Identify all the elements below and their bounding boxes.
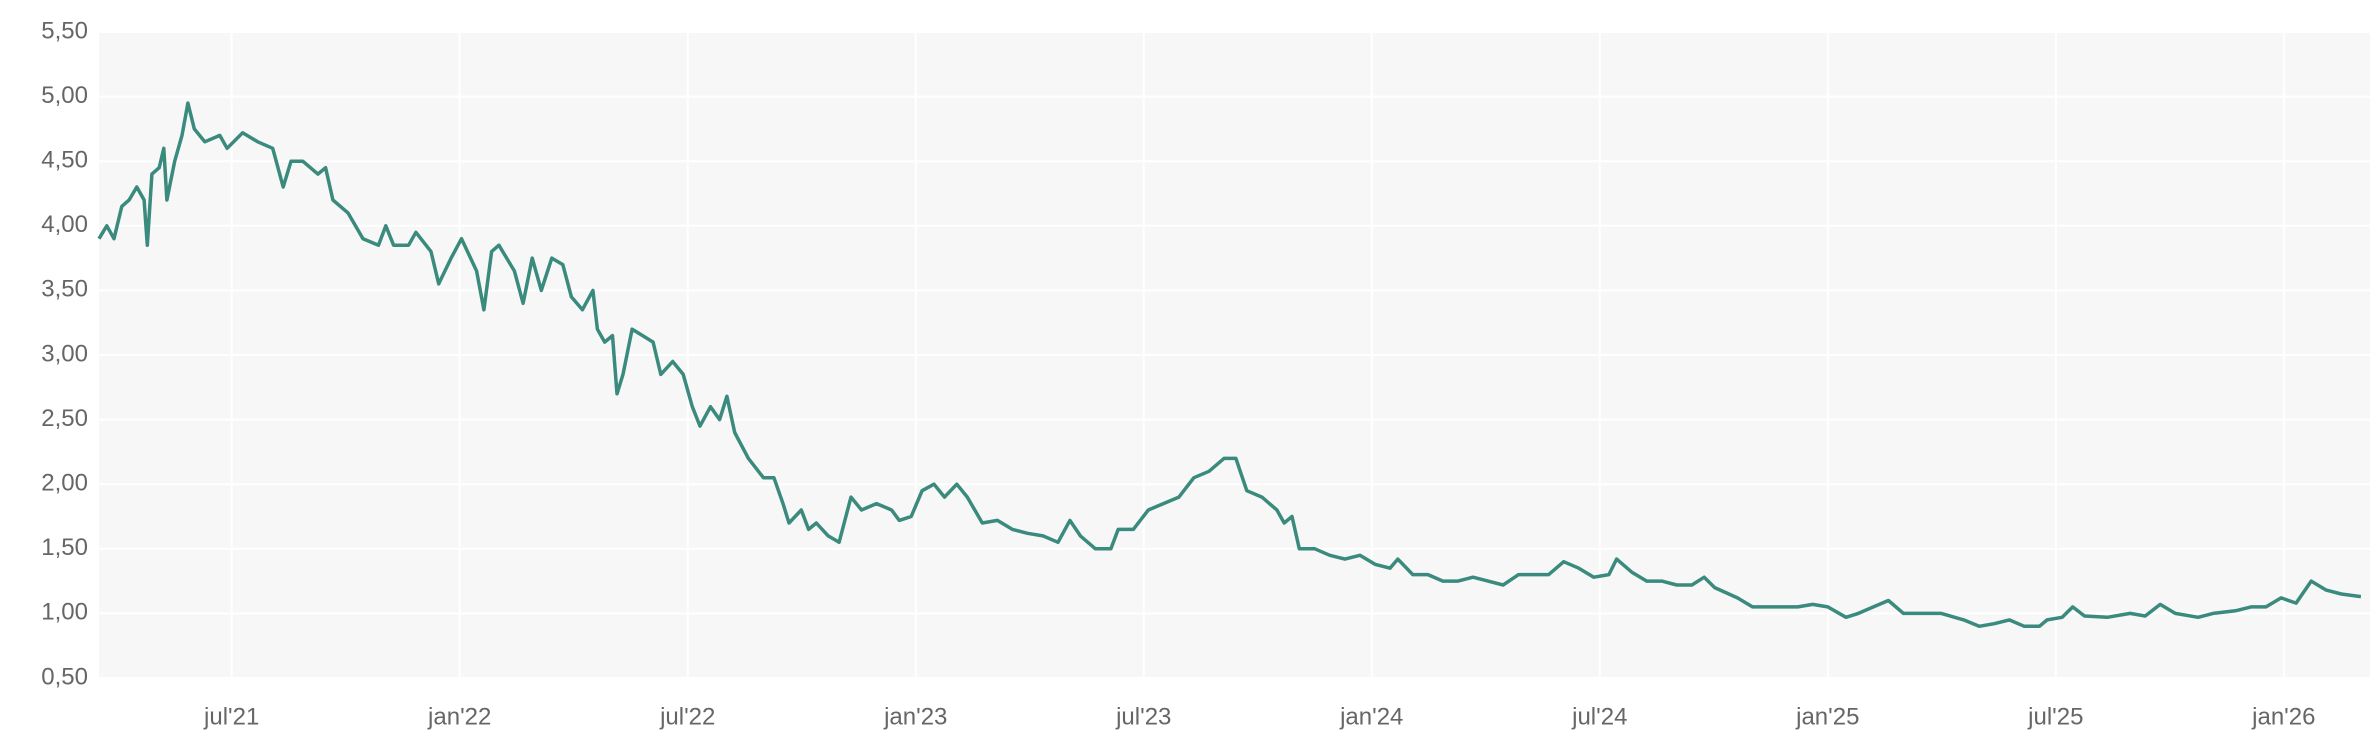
- y-tick-label: 4,50: [41, 147, 88, 174]
- x-tick-label: jan'23: [883, 703, 947, 730]
- x-tick-label: jul'22: [659, 703, 715, 730]
- x-tick-label: jan'22: [427, 703, 491, 730]
- y-tick-label: 2,50: [41, 405, 88, 432]
- y-tick-label: 3,00: [41, 340, 88, 367]
- x-tick-label: jan'24: [1339, 703, 1403, 730]
- line: [97, 101, 2362, 629]
- y-tick-label: 0,50: [41, 663, 88, 690]
- y-tick-label: 1,00: [41, 599, 88, 626]
- y-tick-label: 1,50: [41, 534, 88, 561]
- x-tick-label: jul'23: [1115, 703, 1171, 730]
- x-tick-label: jul'21: [203, 703, 259, 730]
- x-tick-label: jan'26: [2251, 703, 2315, 730]
- x-tick-label: jul'24: [1571, 703, 1627, 730]
- y-tick-label: 5,00: [41, 82, 88, 109]
- y-tick-label: 4,00: [41, 211, 88, 238]
- x-tick-label: jan'25: [1795, 703, 1859, 730]
- y-tick-label: 3,50: [41, 276, 88, 303]
- y-tick-label: 2,00: [41, 470, 88, 497]
- y-tick-label: 5,50: [41, 17, 88, 44]
- x-tick-label: jul'25: [2027, 703, 2083, 730]
